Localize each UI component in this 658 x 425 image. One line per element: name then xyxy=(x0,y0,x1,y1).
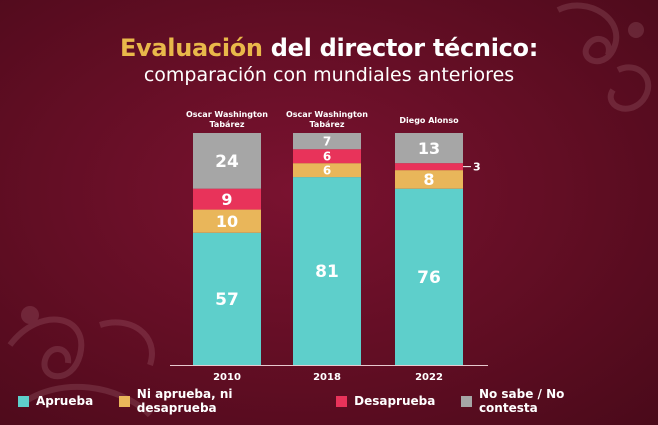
bar-segment-2022-no-sabe-no-contesta xyxy=(395,133,463,164)
bar-segment-2018-ni-aprueba-ni-desaprueba xyxy=(293,163,361,178)
bar-segment-2010-aprueba xyxy=(193,232,261,365)
legend-swatch xyxy=(18,395,29,407)
x-tick-label-2018: 2018 xyxy=(313,372,341,383)
legend-label: No sabe / No contesta xyxy=(478,387,565,415)
x-tick-label-2010: 2010 xyxy=(213,372,241,383)
bar-segment-2010-ni-aprueba-ni-desaprueba xyxy=(193,209,261,233)
bar-segment-2018-desaprueba xyxy=(293,149,361,164)
chart-title: Evaluación del director técnico: xyxy=(0,34,658,62)
legend-item-desaprueba: Desaprueba xyxy=(336,394,435,408)
legend-label: Ni aprueba, ni desaprueba xyxy=(136,387,233,415)
x-tick-label-2022: 2022 xyxy=(415,372,443,383)
legend-swatch xyxy=(336,395,348,407)
coach-label-2022-line-1: Diego Alonso xyxy=(399,116,459,125)
data-label-2022-4: 13 xyxy=(418,139,440,158)
legend-label: Desaprueba xyxy=(354,394,436,408)
data-label-2010-3: 9 xyxy=(221,190,232,209)
data-label-2022-3: 3 xyxy=(473,161,481,174)
legend-item-aprueba: Aprueba xyxy=(18,394,93,408)
title-accent: Evaluación xyxy=(119,34,263,62)
data-label-2010-4: 24 xyxy=(215,152,239,172)
data-label-2010-1: 57 xyxy=(215,290,239,310)
data-label-2018-4: 7 xyxy=(323,134,331,148)
legend-item-no-sabe-no-contesta: No sabe / No contesta xyxy=(461,387,622,415)
data-label-2010-2: 10 xyxy=(216,212,238,231)
legend-label: Aprueba xyxy=(36,394,94,408)
data-label-2022-1: 76 xyxy=(417,268,441,288)
coach-label-2018-line-2: Tabárez xyxy=(310,120,345,129)
data-label-2018-3: 6 xyxy=(323,150,331,164)
ornament-top-right xyxy=(556,2,652,112)
bar-segment-2010-desaprueba xyxy=(193,188,261,210)
legend-swatch xyxy=(461,395,472,407)
bar-segment-2022-ni-aprueba-ni-desaprueba xyxy=(395,170,463,189)
bar-segment-2018-no-sabe-no-contesta xyxy=(293,133,361,150)
data-label-2022-2: 8 xyxy=(423,170,434,189)
bar-segment-2022-desaprueba xyxy=(395,163,463,171)
coach-label-2010-line-2: Tabárez xyxy=(210,120,245,129)
legend-swatch xyxy=(119,395,130,407)
bar-segment-2022-aprueba xyxy=(395,188,463,365)
chart-subtitle: comparación con mundiales anteriores xyxy=(143,64,515,86)
bar-segment-2010-no-sabe-no-contesta xyxy=(193,133,261,189)
legend: Aprueba Ni aprueba, ni desaprueba Desaprue… xyxy=(18,387,648,415)
data-label-2018-2: 6 xyxy=(323,163,331,177)
coach-label-2018-line-1: Oscar Washington xyxy=(286,110,368,119)
data-label-2018-1: 81 xyxy=(315,262,339,282)
bar-segment-2018-aprueba xyxy=(293,177,361,365)
coach-label-2010-line-1: Oscar Washington xyxy=(186,110,268,119)
ornament-bottom-left xyxy=(7,306,155,418)
title-rest: del director técnico: xyxy=(262,34,539,62)
legend-item-ni-aprueba-ni-desaprueba: Ni aprueba, ni desaprueba xyxy=(119,387,310,415)
